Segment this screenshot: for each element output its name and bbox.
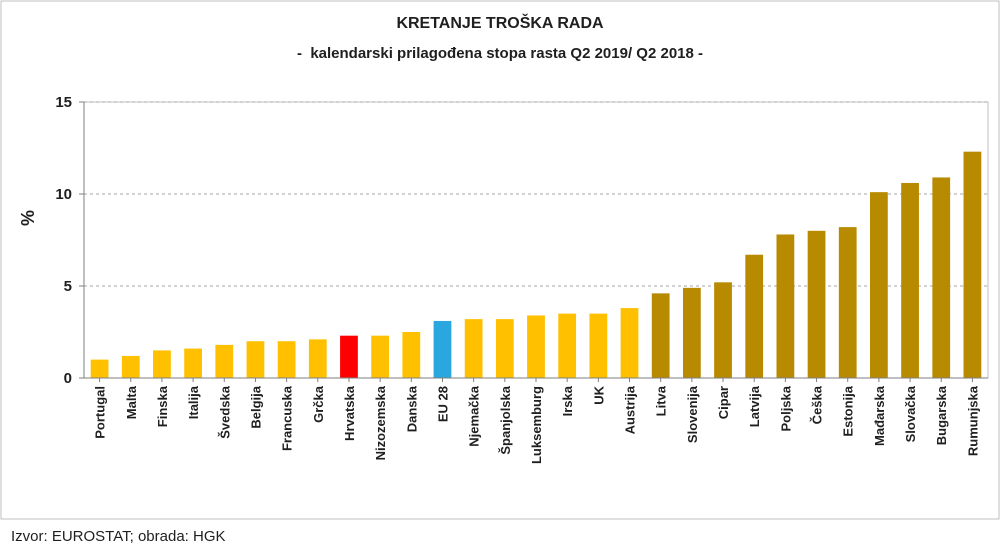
x-tick-label: Njemačka: [467, 385, 482, 446]
chart-border: [0, 0, 1000, 520]
bar-estonija: [838, 227, 857, 378]
chart-title: KRETANJE TROŠKA RADA: [396, 13, 604, 32]
bar-mađarska: [870, 192, 888, 378]
x-tick-label: Grčka: [311, 385, 326, 423]
x-tick-label: EU 28: [435, 386, 450, 422]
bar-eu-28: [433, 320, 452, 378]
bar-finska: [153, 350, 171, 378]
x-tick-label: Latvija: [747, 385, 762, 427]
bar-španjolska: [495, 319, 514, 378]
x-tick-label: Austrija: [623, 385, 638, 434]
chart-subtitle: - kalendarski prilagođena stopa rasta Q2…: [297, 45, 703, 62]
x-tick-label: Mađarska: [872, 385, 887, 446]
bar-irska: [558, 313, 577, 378]
x-tick-label: Švedska: [217, 385, 232, 439]
chart-frame: KRETANJE TROŠKA RADA - kalendarski prila…: [0, 0, 1000, 520]
bar-grčka: [308, 339, 327, 378]
source-note: Izvor: EUROSTAT; obrada: HGK: [11, 528, 226, 545]
bar-cipar: [714, 282, 732, 378]
x-tick-label: UK: [591, 385, 606, 404]
x-tick-label: Francuska: [280, 385, 295, 451]
x-tick-label: Luksemburg: [529, 386, 544, 464]
bar-luksemburg: [527, 315, 545, 378]
x-tick-label: Cipar: [716, 386, 731, 419]
bar-rumunjska: [963, 151, 982, 378]
x-tick-label: Portugal: [93, 386, 108, 439]
bar-uk: [589, 313, 608, 378]
bar-chart: KRETANJE TROŠKA RADA - kalendarski prila…: [0, 0, 1000, 520]
bar-litva: [651, 293, 670, 378]
x-tick-label: Malta: [124, 385, 139, 419]
bar-italija: [184, 348, 202, 378]
bar-poljska: [776, 234, 795, 378]
y-tick-label: 5: [64, 278, 72, 295]
x-tick-label: Bugarska: [934, 385, 949, 445]
x-tick-label: Litva: [654, 385, 669, 416]
x-tick-label: Estonija: [841, 385, 856, 436]
bar-latvija: [745, 254, 764, 378]
bar-belgija: [246, 341, 265, 378]
bar-nizozemska: [371, 335, 390, 378]
bar-francuska: [277, 341, 296, 378]
x-tick-label: Hrvatska: [342, 385, 357, 441]
bar-slovenija: [682, 287, 701, 378]
x-tick-label: Nizozemska: [373, 385, 388, 460]
x-tick-label: Danska: [404, 385, 419, 432]
x-axis-ticks: Portugal Malta Finska Italija Švedska Belgija…: [93, 378, 980, 464]
x-tick-label: Rumunjska: [965, 385, 980, 456]
x-tick-label: Finska: [155, 385, 170, 427]
x-tick-label: Irska: [560, 385, 575, 416]
x-tick-label: Belgija: [248, 385, 263, 428]
x-tick-label: Slovenija: [685, 385, 700, 443]
bar-slovačka: [901, 182, 919, 378]
x-tick-label: Poljska: [778, 385, 793, 431]
bar-njemačka: [464, 319, 483, 378]
y-axis-ticks: 0 5 10 15: [55, 94, 84, 387]
bar-portugal: [90, 359, 109, 378]
x-tick-label: Španjolska: [498, 385, 513, 454]
bar-austrija: [620, 308, 639, 378]
x-tick-label: Češka: [810, 385, 825, 424]
bar-malta: [121, 355, 140, 378]
y-axis-label: %: [18, 210, 38, 226]
gridlines: [84, 101, 988, 287]
y-tick-label: 0: [64, 370, 72, 387]
bar-danska: [402, 332, 421, 378]
bar-švedska: [215, 344, 234, 378]
bar-bugarska: [932, 177, 951, 378]
bar-češka: [807, 230, 826, 378]
y-tick-label: 15: [55, 94, 72, 111]
bar-hrvatska: [340, 335, 358, 378]
x-tick-label: Slovačka: [903, 385, 918, 442]
y-tick-label: 10: [55, 186, 72, 203]
x-tick-label: Italija: [186, 385, 201, 419]
bars: [90, 151, 982, 378]
